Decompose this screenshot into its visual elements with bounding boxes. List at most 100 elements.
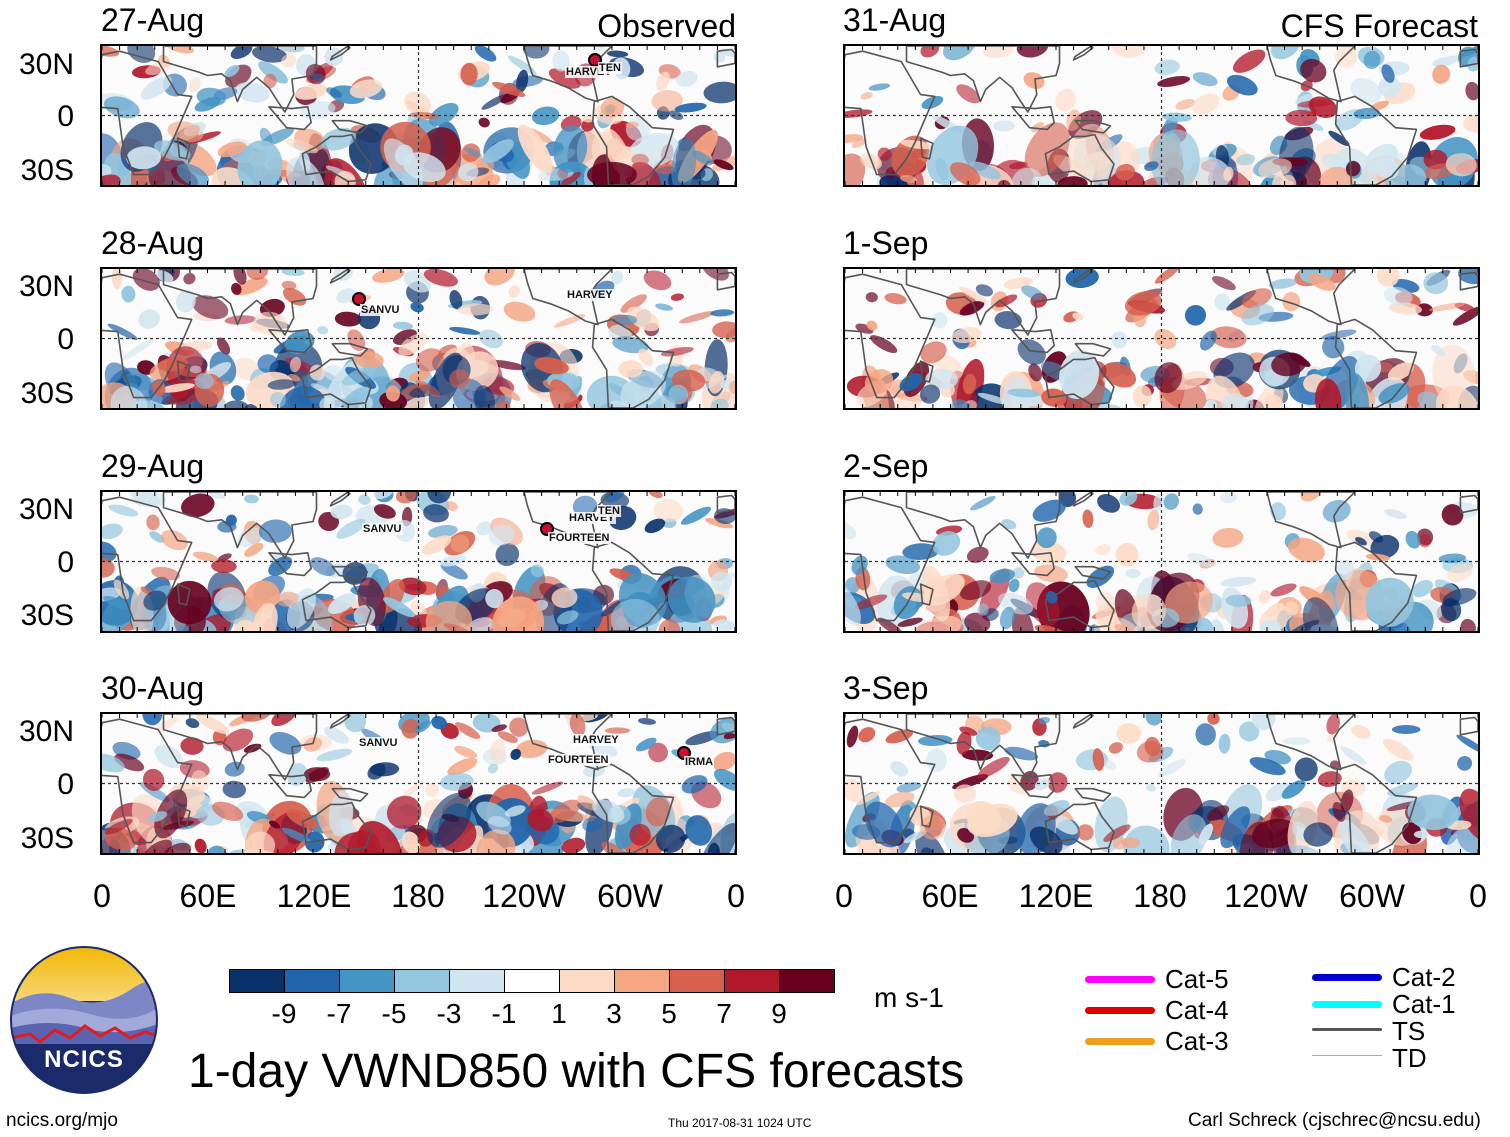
panel-tag-forecast: CFS Forecast (1280, 8, 1478, 44)
coastline (102, 496, 193, 622)
panel-date-fc-2: 1-Sep (843, 225, 929, 261)
coastline (716, 271, 735, 291)
coastline (102, 50, 193, 176)
coastline (301, 801, 372, 851)
colorbar-swatch (724, 969, 780, 993)
colorbar-tick-label: -3 (436, 998, 462, 1029)
legend-label-cat-4: Cat-4 (1165, 995, 1229, 1025)
map-panel-27-aug (100, 44, 737, 187)
coastline (591, 318, 675, 408)
lon-label-left-60e: 60E (179, 878, 237, 914)
coastline (1266, 714, 1356, 771)
colorbar-units: m s-1 (874, 982, 944, 1013)
panel-date-obs-2: 28-Aug (101, 225, 205, 261)
lon-label-right-180: 180 (1133, 878, 1187, 914)
coastline (905, 714, 1061, 781)
map-panel-1-sep (843, 267, 1480, 410)
coastline (1266, 269, 1356, 326)
coastline (1044, 801, 1115, 851)
storm-label-irma-4: IRMA (684, 756, 715, 768)
coastline (176, 137, 191, 160)
lon-label-left-120e: 120E (276, 878, 352, 914)
anomaly-field (102, 492, 735, 631)
coastline (176, 805, 191, 828)
ncics-logo: NCICS (10, 946, 158, 1094)
coastline (1011, 551, 1055, 577)
coastline (919, 360, 934, 383)
lat-label-eq-2: 0 (57, 323, 74, 356)
legend-swatch-cat-1 (1312, 1001, 1382, 1008)
legend-swatch-ts (1312, 1028, 1382, 1031)
coastline (716, 48, 735, 68)
coastline (1459, 48, 1478, 68)
colorbar-swatch (504, 969, 560, 993)
colorbar-swatch (284, 969, 340, 993)
lat-label-30s-3: 30S (20, 599, 74, 632)
storm-label-fourteen-4: FOURTEEN (547, 754, 610, 766)
coastline (1074, 342, 1112, 357)
ncics-logo-text: NCICS (44, 1046, 124, 1073)
coastline (591, 95, 675, 185)
anomaly-field (102, 46, 735, 185)
colorbar-swatch (394, 969, 450, 993)
lat-label-30s-2: 30S (20, 377, 74, 410)
panel-date-fc-3: 2-Sep (843, 448, 929, 484)
lon-label-left-60w: 60W (597, 878, 663, 914)
coastline (716, 494, 735, 514)
lat-label-30s-4: 30S (20, 822, 74, 855)
coastline (1011, 773, 1055, 799)
storm-label-sanvu-3: SANVU (362, 523, 403, 535)
coastline (162, 269, 318, 336)
lon-label-right-0: 0 (835, 878, 853, 914)
colorbar-swatch (229, 969, 285, 993)
footer-credit: Carl Schreck (cjschrec@ncsu.edu) (1188, 1110, 1481, 1131)
colorbar-swatch (669, 969, 725, 993)
footer-timestamp: Thu 2017-08-31 1024 UTC (668, 1116, 812, 1130)
colorbar-tick-label: 3 (606, 998, 622, 1029)
coastline (1334, 763, 1418, 853)
coastline (268, 551, 312, 577)
coastline (919, 137, 934, 160)
coastline (1459, 494, 1478, 514)
anomaly-field (845, 492, 1478, 631)
coastline (845, 496, 936, 622)
colorbar-tick-label: 7 (716, 998, 732, 1029)
legend-label-cat-2: Cat-2 (1392, 962, 1456, 992)
lat-label-30s-1: 30S (20, 154, 74, 187)
coastline (1074, 565, 1112, 580)
storm-label-harvey-2: HARVEY (566, 289, 614, 301)
colorbar-tick-label: 9 (771, 998, 787, 1029)
legend-swatch-cat-3 (1085, 1038, 1155, 1045)
coastline (1044, 133, 1115, 183)
map-panel-3-sep (843, 712, 1480, 855)
coastline (176, 583, 191, 606)
coastline (1334, 318, 1418, 408)
lon-label-right-0-end: 0 (1469, 878, 1487, 914)
storm-label-sanvu-4: SANVU (358, 737, 399, 749)
coastline (1072, 492, 1094, 507)
coastline (162, 714, 318, 781)
coastline (523, 269, 613, 326)
footer-url: ncics.org/mjo (6, 1110, 118, 1131)
lon-label-left-0: 0 (93, 878, 111, 914)
coastline (301, 579, 372, 629)
storm-label-sanvu-2: SANVU (360, 304, 401, 316)
ncics-logo-graphic (10, 946, 158, 1094)
coastline (845, 50, 936, 176)
legend-label-cat-5: Cat-5 (1165, 964, 1229, 994)
coastline (1334, 95, 1418, 185)
anomaly-field (845, 269, 1478, 408)
colorbar-swatch (779, 969, 835, 993)
coastline (268, 328, 312, 354)
coastline (919, 805, 934, 828)
coastline (1266, 492, 1356, 549)
coastline (591, 541, 675, 631)
coastline (268, 773, 312, 799)
colorbar-swatch (449, 969, 505, 993)
panel-tag-observed: Observed (597, 8, 736, 44)
coastline (1459, 271, 1478, 291)
lon-label-right-120e: 120E (1018, 878, 1094, 914)
legend-swatch-cat-2 (1312, 974, 1382, 981)
coastline (905, 269, 1061, 336)
panel-date-obs-3: 29-Aug (101, 448, 205, 484)
